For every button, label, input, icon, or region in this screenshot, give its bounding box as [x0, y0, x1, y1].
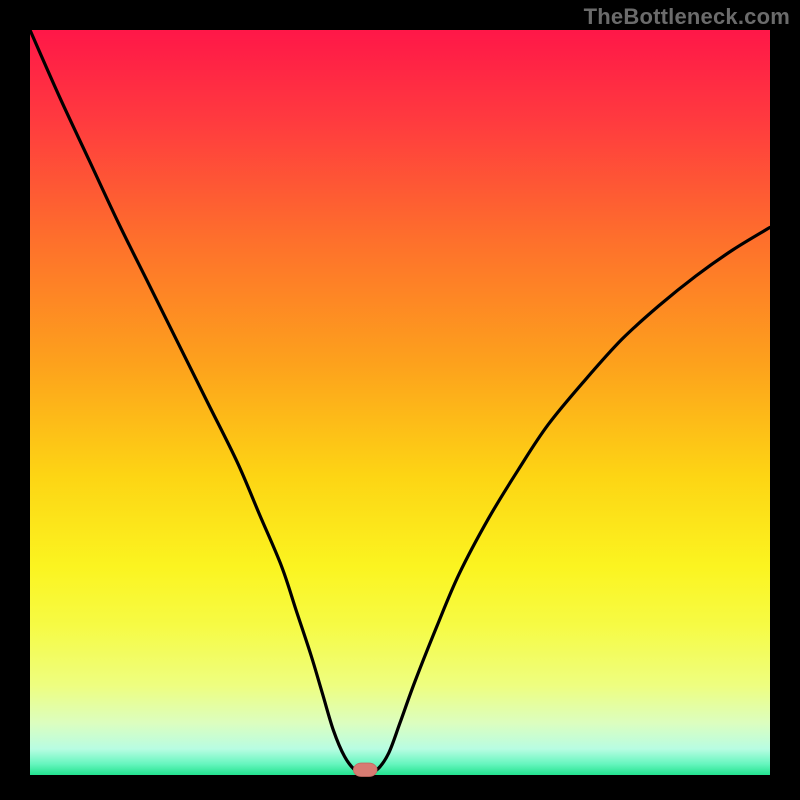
watermark-text: TheBottleneck.com [584, 4, 790, 30]
plot-area [30, 30, 770, 775]
bottleneck-chart [0, 0, 800, 800]
chart-container: TheBottleneck.com [0, 0, 800, 800]
min-marker [353, 763, 377, 776]
